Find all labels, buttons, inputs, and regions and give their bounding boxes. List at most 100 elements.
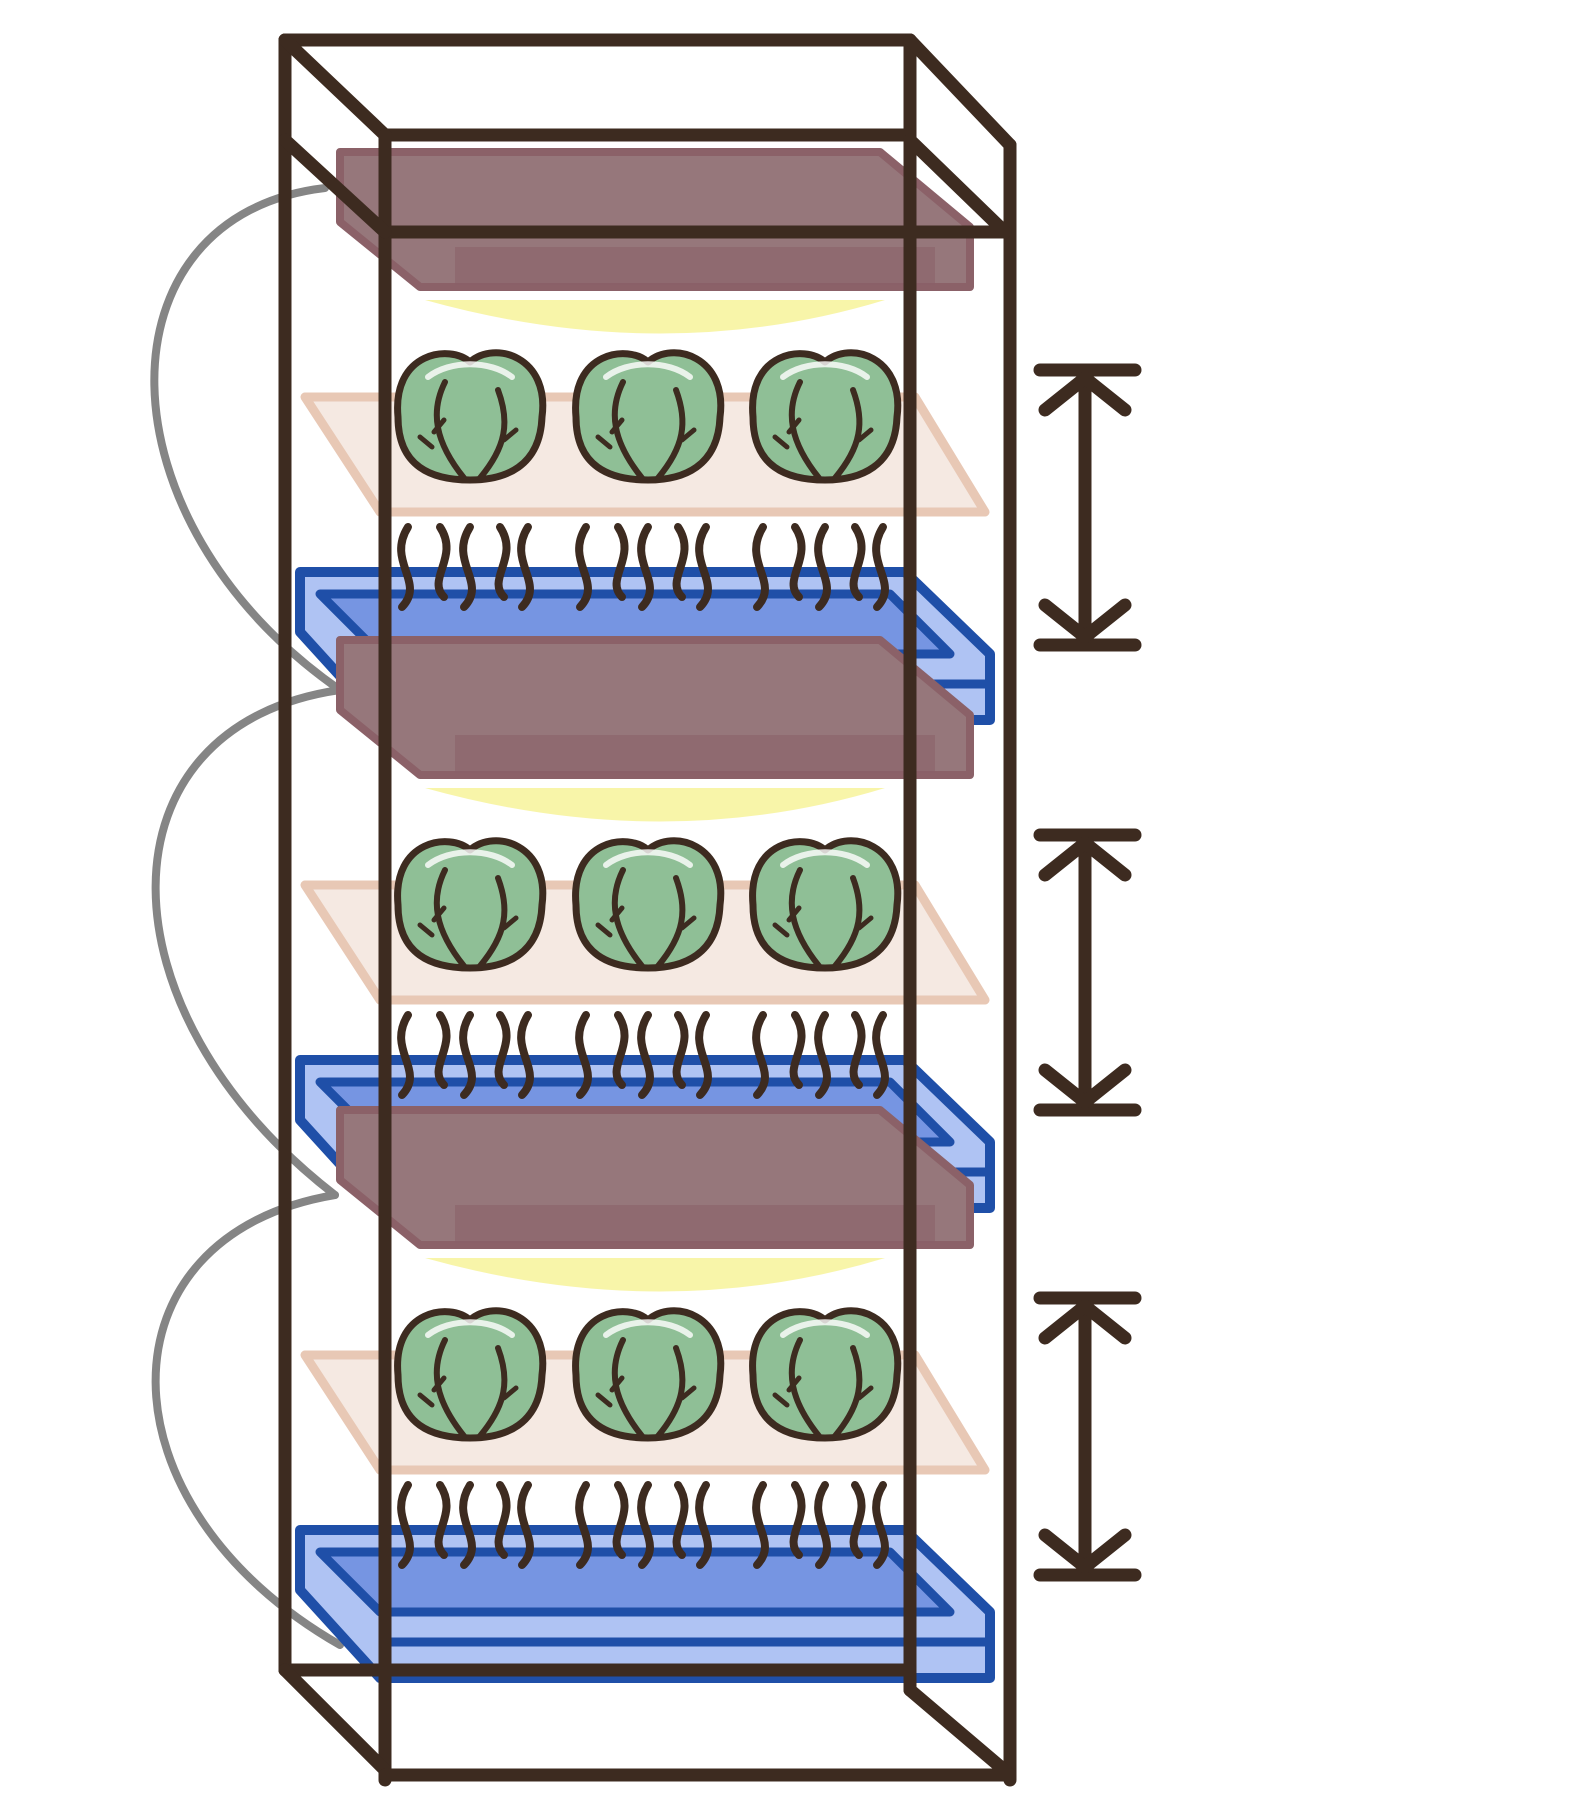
marker-arrow-down	[1038, 598, 1132, 646]
roots-2-3	[752, 1011, 889, 1099]
leaf-highlight	[780, 1319, 870, 1338]
roots-1-3	[752, 523, 889, 611]
leaf-highlight	[425, 361, 515, 380]
root	[434, 1011, 451, 1089]
root	[517, 1011, 534, 1099]
leaf-highlight	[603, 361, 693, 380]
reservoir-water	[315, 1547, 955, 1617]
root	[672, 523, 689, 601]
height-marker-3	[1033, 1291, 1142, 1582]
leaf-highlight	[425, 849, 515, 868]
root	[752, 523, 769, 611]
roots-3-3	[752, 1481, 889, 1569]
root	[849, 1481, 866, 1559]
leaf-highlight	[603, 1319, 693, 1338]
lettuce-3-1	[394, 1307, 547, 1442]
leaf-vein	[655, 875, 686, 969]
lettuce-head	[572, 1307, 725, 1442]
root	[494, 1481, 511, 1559]
leaf-vein	[595, 417, 697, 450]
leaf-vein	[417, 1375, 519, 1408]
leaf-highlight	[603, 849, 693, 868]
root	[814, 523, 831, 611]
light-glow	[425, 788, 885, 822]
root	[575, 1481, 592, 1569]
leaf-vein	[595, 905, 697, 938]
leaf-highlight	[780, 849, 870, 868]
roots-1-2	[575, 523, 712, 611]
pipe-loop-1	[150, 184, 344, 694]
lettuce-head	[394, 837, 547, 972]
root	[397, 1011, 414, 1099]
lettuce-head	[394, 349, 547, 484]
lettuce-2-2	[572, 837, 725, 972]
light-glow	[425, 1258, 885, 1292]
root	[789, 1011, 806, 1089]
roots-3-1	[397, 1481, 534, 1569]
lettuce-head	[749, 837, 902, 972]
light-panel	[455, 1205, 935, 1243]
root	[434, 523, 451, 601]
tier-3	[295, 1106, 995, 1683]
frame-bar	[278, 133, 392, 239]
root	[752, 1011, 769, 1099]
leaf-vein	[832, 387, 863, 481]
rack-frame	[278, 33, 1017, 1787]
root	[752, 1481, 769, 1569]
frame-bar	[278, 33, 392, 142]
leaf-vein	[655, 387, 686, 481]
root	[397, 1481, 414, 1569]
light-glow	[425, 300, 885, 334]
root	[612, 1481, 629, 1559]
root	[434, 1481, 451, 1559]
lettuce-head	[572, 349, 725, 484]
root	[517, 523, 534, 611]
marker-arrow-up	[1038, 1297, 1132, 1345]
height-markers	[1033, 363, 1142, 1582]
frame-bar	[903, 33, 1017, 152]
leaf-vein	[655, 1345, 686, 1439]
root	[459, 523, 476, 611]
lettuce-1-1	[394, 349, 547, 484]
root	[459, 1011, 476, 1099]
root	[494, 1011, 511, 1089]
frame-bar	[278, 1663, 392, 1777]
lettuce-2-3	[749, 837, 902, 972]
root	[695, 1011, 712, 1099]
roots-2-1	[397, 1011, 534, 1099]
marker-arrow-down	[1038, 1063, 1132, 1111]
leaf-vein	[772, 905, 874, 938]
roots-1-1	[397, 523, 534, 611]
root	[459, 1481, 476, 1569]
root	[637, 1011, 654, 1099]
roots-3-2	[575, 1481, 712, 1569]
root	[814, 1481, 831, 1569]
root	[814, 1011, 831, 1099]
root	[612, 1011, 629, 1089]
leaf-highlight	[780, 361, 870, 380]
lettuce-head	[572, 837, 725, 972]
height-marker-2	[1033, 828, 1142, 1117]
lettuce-head	[749, 349, 902, 484]
root	[494, 523, 511, 601]
lettuce-2-1	[394, 837, 547, 972]
root	[849, 523, 866, 601]
height-marker-1	[1033, 363, 1142, 652]
grow-light-1	[336, 148, 974, 334]
leaf-vein	[832, 1345, 863, 1439]
marker-arrow-up	[1038, 369, 1132, 417]
light-panel	[455, 247, 935, 285]
leaf-highlight	[425, 1319, 515, 1338]
leaf-vein	[477, 1345, 508, 1439]
root	[637, 1481, 654, 1569]
root	[872, 1481, 889, 1569]
recirculation-pipes	[150, 184, 344, 1649]
root	[517, 1481, 534, 1569]
leaf-vein	[417, 905, 519, 938]
leaf-vein	[477, 387, 508, 481]
root	[789, 1481, 806, 1559]
leaf-vein	[595, 1375, 697, 1408]
shelf-tiers	[295, 148, 995, 1683]
leaf-vein	[417, 417, 519, 450]
